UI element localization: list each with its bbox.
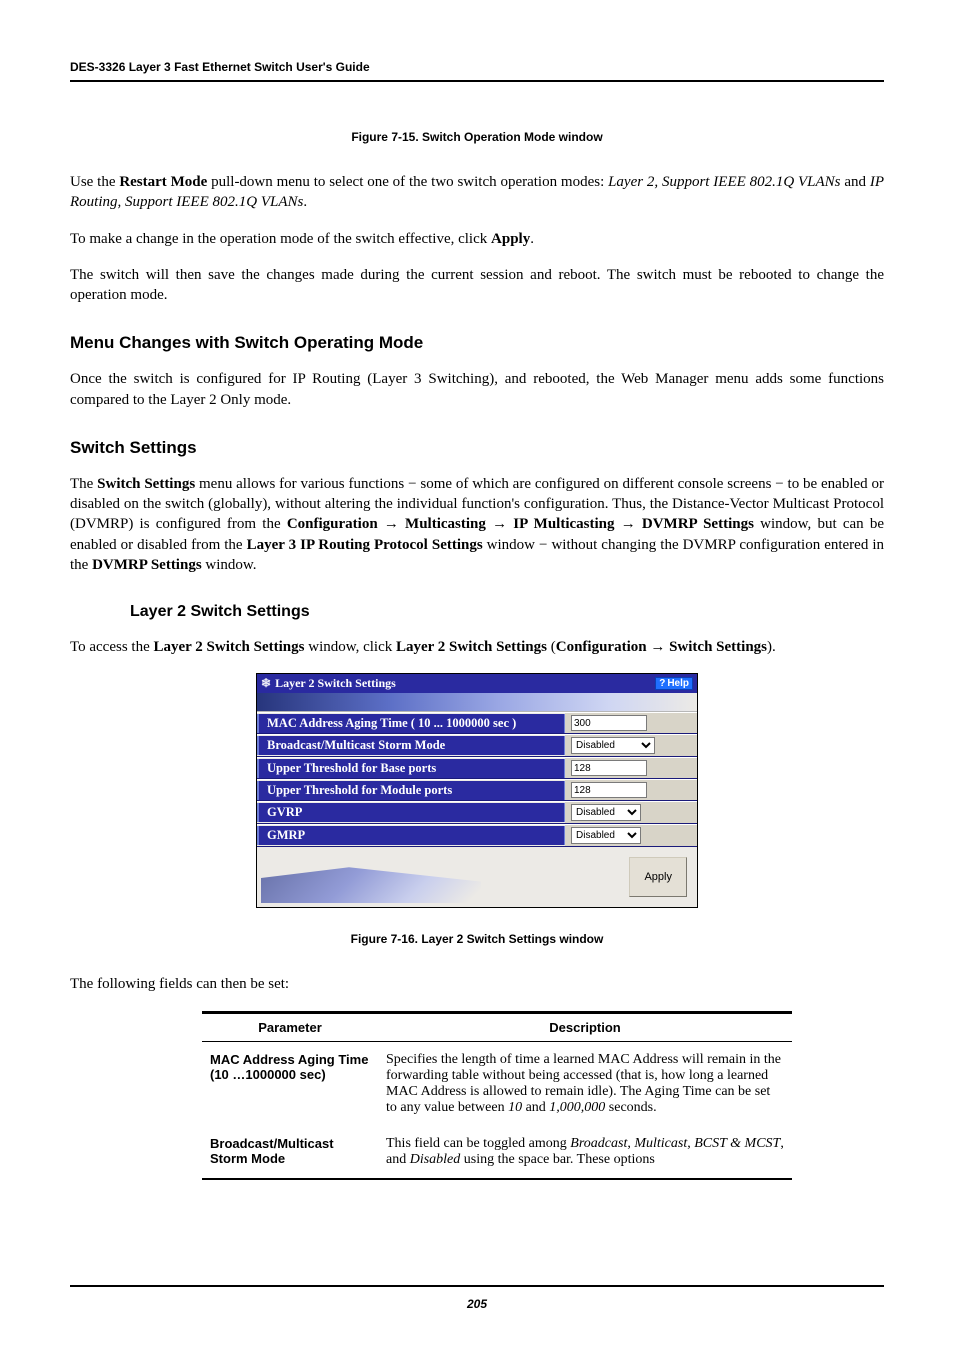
col-description: Description (378, 1012, 792, 1041)
text: window. (202, 557, 257, 573)
heading-switch-settings: Switch Settings (70, 438, 884, 458)
desc-mac-aging: Specifies the length of time a learned M… (378, 1041, 792, 1126)
table-row: Broadcast/Multicast Storm Mode This fiel… (202, 1126, 792, 1179)
upper-module-value-cell (565, 780, 697, 800)
storm-mode-select[interactable]: Disabled (571, 737, 655, 754)
gmrp-label: GMRP (257, 826, 565, 845)
window-titlebar: ❄ Layer 2 Switch Settings ? Help (257, 674, 697, 693)
switch-settings-bold: Switch Settings (97, 476, 195, 492)
layer2-mode-italic: Layer 2, Support IEEE 802.1Q VLANs (608, 174, 840, 190)
parameter-table: Parameter Description MAC Address Aging … (202, 1011, 792, 1180)
text: pull-down menu to select one of the two … (207, 174, 608, 190)
paragraph-access-layer2: To access the Layer 2 Switch Settings wi… (70, 637, 884, 657)
page-number: 205 (467, 1297, 487, 1311)
table-header-row: Parameter Description (202, 1012, 792, 1041)
row-gmrp: GMRP Disabled (257, 824, 697, 847)
help-question-icon: ? (659, 678, 665, 689)
l2-click-bold: Layer 2 Switch Settings (396, 639, 547, 655)
text: ). (767, 639, 776, 655)
page: DES-3326 Layer 3 Fast Ethernet Switch Us… (0, 0, 954, 1351)
figure-7-15-caption: Figure 7-15. Switch Operation Mode windo… (70, 130, 884, 144)
window-footer-art (261, 867, 481, 903)
upper-base-value-cell (565, 758, 697, 778)
storm-mode-label: Broadcast/Multicast Storm Mode (257, 736, 565, 755)
opt-bcst-mcst: BCST & MCST (694, 1136, 780, 1151)
restart-mode-bold: Restart Mode (119, 174, 207, 190)
text: This field can be toggled among (386, 1136, 570, 1151)
val-1000000: 1,000,000 (549, 1100, 605, 1115)
val-10: 10 (508, 1100, 522, 1115)
help-button[interactable]: ? Help (655, 677, 693, 690)
gvrp-select[interactable]: Disabled (571, 804, 641, 821)
row-upper-module: Upper Threshold for Module ports (257, 779, 697, 801)
layer2-switch-settings-window: ❄ Layer 2 Switch Settings ? Help MAC Add… (256, 673, 698, 908)
gvrp-value-cell: Disabled (565, 802, 697, 823)
heading-layer2-switch-settings: Layer 2 Switch Settings (130, 603, 884, 621)
text: window, click (304, 639, 396, 655)
upper-base-label: Upper Threshold for Base ports (257, 759, 565, 778)
col-parameter: Parameter (202, 1012, 378, 1041)
opt-multicast: Multicast (634, 1136, 687, 1151)
paragraph-switch-settings: The Switch Settings menu allows for vari… (70, 474, 884, 575)
text: and (522, 1100, 549, 1115)
mac-aging-value-cell (565, 713, 697, 733)
heading-menu-changes: Menu Changes with Switch Operating Mode (70, 333, 884, 353)
gmrp-value-cell: Disabled (565, 825, 697, 846)
gmrp-select[interactable]: Disabled (571, 827, 641, 844)
apply-bold: Apply (491, 231, 530, 247)
table-row: MAC Address Aging Time (10 …1000000 sec)… (202, 1041, 792, 1126)
text: using the space bar. These options (460, 1152, 655, 1167)
window-button-row: Apply (257, 847, 697, 907)
row-mac-aging: MAC Address Aging Time ( 10 ... 1000000 … (257, 712, 697, 734)
text: To access the (70, 639, 154, 655)
paragraph-apply: To make a change in the operation mode o… (70, 229, 884, 249)
figure-7-16-caption: Figure 7-16. Layer 2 Switch Settings win… (70, 932, 884, 946)
help-label: Help (667, 678, 689, 689)
upper-base-input[interactable] (571, 760, 647, 776)
text: seconds. (605, 1100, 656, 1115)
param-mac-aging: MAC Address Aging Time (10 …1000000 sec) (202, 1041, 378, 1126)
window-title: Layer 2 Switch Settings (275, 676, 651, 691)
dvmrp-settings-bold: DVMRP Settings (92, 557, 202, 573)
text: Use the (70, 174, 119, 190)
mac-aging-input[interactable] (571, 715, 647, 731)
paragraph-restart-mode: Use the Restart Mode pull-down menu to s… (70, 172, 884, 213)
upper-module-input[interactable] (571, 782, 647, 798)
mac-aging-label: MAC Address Aging Time ( 10 ... 1000000 … (257, 714, 565, 733)
apply-button[interactable]: Apply (629, 857, 687, 897)
param-storm-mode: Broadcast/Multicast Storm Mode (202, 1126, 378, 1179)
row-storm-mode: Broadcast/Multicast Storm Mode Disabled (257, 734, 697, 757)
l2-window-bold: Layer 2 Switch Settings (154, 639, 305, 655)
window-banner (257, 693, 697, 712)
row-upper-base: Upper Threshold for Base ports (257, 757, 697, 779)
layer3-settings-bold: Layer 3 IP Routing Protocol Settings (247, 537, 483, 553)
text: . (530, 231, 534, 247)
paragraph-menu-changes: Once the switch is configured for IP Rou… (70, 369, 884, 410)
text: and (841, 174, 870, 190)
upper-module-label: Upper Threshold for Module ports (257, 781, 565, 800)
config-path-bold: Configuration → Multicasting → IP Multic… (287, 516, 754, 532)
config-switch-path-bold: Configuration → Switch Settings (556, 639, 767, 655)
opt-broadcast: Broadcast (570, 1136, 627, 1151)
paragraph-reboot-note: The switch will then save the changes ma… (70, 265, 884, 306)
text: . (303, 194, 307, 210)
paragraph-fields-intro: The following fields can then be set: (70, 974, 884, 994)
opt-disabled: Disabled (410, 1152, 461, 1167)
text: ( (547, 639, 556, 655)
snowflake-icon: ❄ (261, 676, 271, 691)
text: The (70, 476, 97, 492)
page-footer: 205 (70, 1285, 884, 1311)
gvrp-label: GVRP (257, 803, 565, 822)
storm-mode-value-cell: Disabled (565, 735, 697, 756)
row-gvrp: GVRP Disabled (257, 801, 697, 824)
running-header: DES-3326 Layer 3 Fast Ethernet Switch Us… (70, 60, 884, 82)
text: To make a change in the operation mode o… (70, 231, 491, 247)
desc-storm-mode: This field can be toggled among Broadcas… (378, 1126, 792, 1179)
